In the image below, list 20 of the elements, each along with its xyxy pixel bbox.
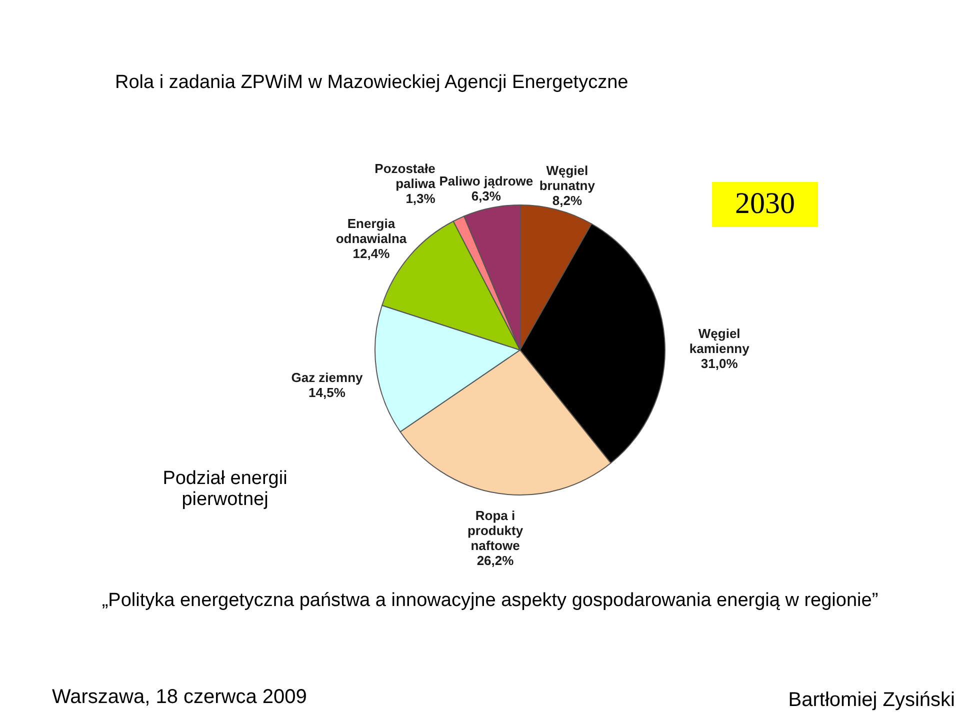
- data-label: 14,5%: [308, 384, 346, 400]
- slice-label: Gaz ziemny: [291, 370, 364, 385]
- slice-label: Ropa i produkty naftowe: [467, 508, 524, 554]
- slice-label: Energia odnawialna: [336, 216, 408, 246]
- text: 2030: [735, 187, 795, 220]
- data-label: 8,2%: [552, 193, 582, 208]
- slice-label: Pozostałe paliwa: [374, 160, 436, 191]
- text: Podział energii pierwotnej: [162, 468, 288, 510]
- data-label: 1,3%: [406, 190, 436, 206]
- slice-label: Węgiel brunatny: [539, 163, 596, 194]
- text: „Polityka energetyczna państwa a innowacyjne aspekty gospodarowania energią w regionie”: [102, 590, 878, 611]
- chart-title: Rola i zadania ZPWiM w Mazowieckiej Agencji Energetyczne: [115, 72, 628, 93]
- slice-label: Paliwo jądrowe: [439, 173, 534, 188]
- slice-label: Węgiel kamienny: [689, 326, 750, 356]
- data-label: 6,3%: [471, 188, 502, 204]
- text: Bartłomiej Zysiński: [788, 689, 955, 711]
- data-label: 31,0%: [700, 356, 738, 371]
- data-label: 26,2%: [476, 553, 514, 568]
- text: Warszawa, 18 czerwca 2009: [52, 686, 307, 708]
- data-label: 12,4%: [352, 246, 390, 261]
